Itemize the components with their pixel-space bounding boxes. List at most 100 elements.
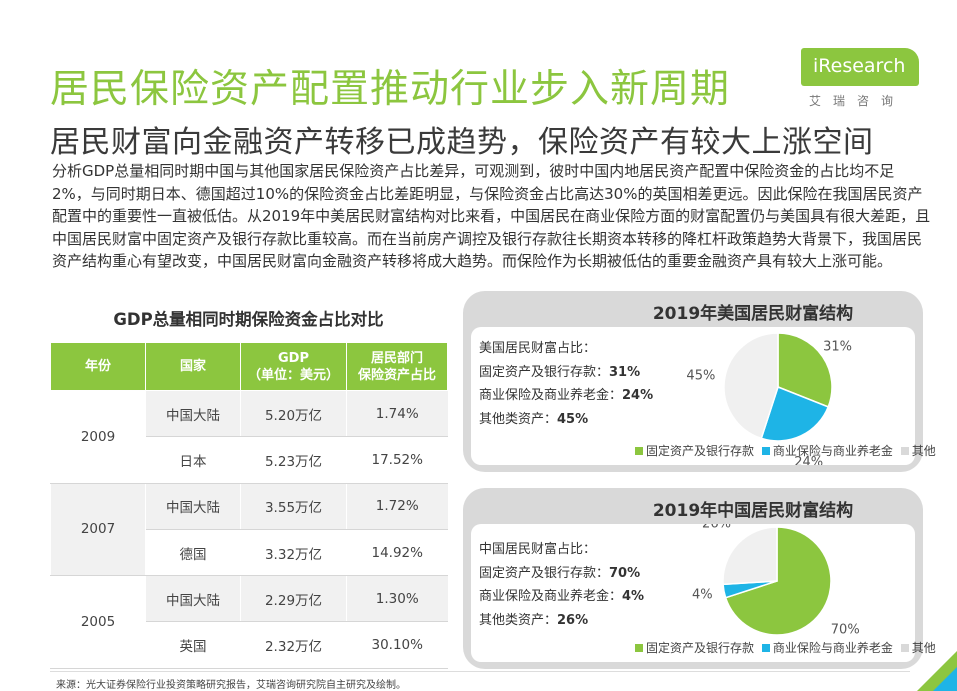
cn-line-value: 26% — [557, 612, 589, 628]
header-country: 国家 — [145, 342, 241, 391]
table-title: GDP总量相同时期保险资金占比对比 — [113, 310, 384, 329]
pie-label: 70% — [831, 622, 860, 637]
legend-swatch — [900, 447, 909, 455]
legend-label: 商业保险与商业养老金 — [772, 641, 893, 655]
us-line-1: 固定资产及银行存款：31% — [479, 361, 653, 385]
us-line-label: 美国居民财富占比： — [479, 341, 597, 356]
cn-line-value: 4% — [622, 589, 645, 604]
header-share-line1: 居民部门 — [370, 350, 423, 366]
table-row: 日本 5.23万亿 17.52% — [51, 436, 448, 484]
table-row: 2007 中国大陆 3.55万亿 1.72% — [50, 483, 448, 577]
us-line-2: 商业保险及商业养老金：24% — [479, 384, 653, 408]
legend-label: 其他 — [911, 641, 936, 655]
share-cell: 1.72% — [346, 483, 448, 530]
cn-line-2: 商业保险及商业养老金：4% — [479, 585, 644, 609]
header-year: 年份 — [50, 342, 146, 391]
us-line-3: 其他类资产：45% — [479, 408, 653, 432]
legend-swatch — [900, 644, 909, 652]
country-cell: 英国 — [145, 621, 241, 669]
cn-line-label: 中国居民财富占比： — [479, 542, 597, 557]
comparison-table: 年份 国家 GDP （单位：美元） 居民部门 保险资产占比 2009 中国大陆 5.… — [50, 342, 448, 669]
pie-slice — [723, 332, 779, 440]
legend-label: 其他 — [911, 444, 936, 458]
cn-line-1: 固定资产及银行存款：70% — [479, 562, 644, 586]
share-cell: 1.30% — [346, 575, 448, 623]
us-legend: 固定资产及银行存款 商业保险与商业养老金 其他 — [631, 442, 936, 459]
header-share-line2: 保险资产占比 — [357, 367, 436, 383]
cn-line-label: 商业保险及商业养老金： — [479, 589, 623, 604]
pie-label: 45% — [686, 369, 715, 384]
year-cell: 2007 — [50, 483, 146, 577]
page-subtitle: 居民财富向金融资产转移已成趋势，保险资产有较大上涨空间 — [50, 125, 874, 160]
gdp-cell: 2.32万亿 — [240, 621, 347, 669]
country-cell: 德国 — [145, 529, 241, 577]
header-gdp-line2: （单位：美元） — [247, 367, 339, 383]
us-line-value: 31% — [609, 364, 641, 380]
country-cell: 中国大陆 — [145, 390, 241, 438]
legend-label: 商业保险与商业养老金 — [772, 444, 893, 458]
pie-label: 26% — [702, 524, 731, 532]
us-pie-chart: 31% 24% 45% — [686, 332, 852, 465]
legend-swatch — [761, 447, 770, 455]
body-paragraph: 分析GDP总量相同时期中国与其他国家居民保险资产占比差异，可观测到，彼时中国内地… — [52, 162, 931, 271]
pie-label: 4% — [692, 587, 713, 602]
pie-slice — [724, 526, 832, 636]
year-cell: 2005 — [50, 575, 146, 669]
table-header-row: 年份 国家 GDP （单位：美元） 居民部门 保险资产占比 — [50, 342, 448, 391]
pie-label: 24% — [794, 455, 823, 465]
cn-wealth-panel: 2019年中国居民财富结构 中国居民财富占比： 固定资产及银行存款：70% 商业… — [463, 488, 936, 669]
us-line-label: 其他类资产： — [479, 411, 558, 427]
country-cell: 中国大陆 — [145, 483, 241, 530]
us-line-value: 45% — [557, 411, 589, 427]
legend-swatch — [635, 644, 643, 652]
cn-legend: 固定资产及银行存款 商业保险与商业养老金 其他 — [631, 639, 936, 656]
table-row: 英国 2.32万亿 30.10% — [51, 621, 448, 669]
gdp-cell: 5.23万亿 — [240, 436, 347, 484]
gdp-cell: 3.32万亿 — [240, 529, 347, 577]
us-line-value: 24% — [622, 388, 654, 403]
divider — [50, 671, 910, 672]
cn-line-3: 其他类资产：26% — [479, 609, 644, 633]
year-cell: 2009 — [50, 390, 146, 484]
logo-brand: iResearch — [813, 55, 906, 77]
logo-badge: iResearch — [801, 48, 919, 86]
logo-cn: 艾瑞咨询 — [809, 94, 906, 108]
source-note: 来源：光大证券保险行业投资策略研究报告，艾瑞咨询研究院自主研究及绘制。 — [56, 680, 406, 691]
cn-line-label: 其他类资产： — [479, 612, 558, 628]
pie-slice — [760, 386, 830, 442]
legend-label: 固定资产及银行存款 — [646, 641, 755, 655]
us-panel-body: 美国居民财富占比： 固定资产及银行存款：31% 商业保险及商业养老金：24% 其… — [471, 327, 936, 465]
country-cell: 中国大陆 — [145, 575, 241, 623]
cn-line-value: 70% — [609, 565, 641, 581]
us-line-label: 商业保险及商业养老金： — [479, 388, 623, 403]
table-row: 2005 中国大陆 2.29万亿 1.30% — [50, 575, 448, 669]
table-row: 2009 中国大陆 5.20万亿 1.74% — [50, 390, 448, 484]
country-cell: 日本 — [145, 436, 241, 484]
pie-slice — [722, 526, 778, 586]
cn-panel-body: 中国居民财富占比： 固定资产及银行存款：70% 商业保险及商业养老金：4% 其他… — [471, 524, 936, 662]
share-cell: 14.92% — [346, 529, 448, 577]
cn-panel-title: 2019年中国居民财富结构 — [652, 501, 854, 521]
us-wealth-panel: 2019年美国居民财富结构 美国居民财富占比： 固定资产及银行存款：31% 商业… — [463, 291, 936, 472]
cn-pie-chart: 70% 4% 26% — [692, 524, 860, 637]
corner-decoration — [917, 651, 957, 691]
us-line-label: 固定资产及银行存款： — [479, 364, 610, 380]
header-gdp-line1: GDP — [278, 350, 309, 366]
cn-line-label: 固定资产及银行存款： — [479, 565, 610, 581]
gdp-cell: 2.29万亿 — [240, 575, 347, 623]
pie-slice — [777, 332, 833, 408]
legend-swatch — [761, 644, 770, 652]
cn-breakdown: 中国居民财富占比： 固定资产及银行存款：70% 商业保险及商业养老金：4% 其他… — [479, 538, 644, 632]
iresearch-logo: iResearch 艾瑞咨询 — [787, 48, 919, 110]
page-title: 居民保险资产配置推动行业步入新周期 — [50, 67, 731, 112]
us-breakdown: 美国居民财富占比： 固定资产及银行存款：31% 商业保险及商业养老金：24% 其… — [479, 337, 653, 431]
pie-label: 31% — [823, 340, 852, 355]
table-row: 德国 3.32万亿 14.92% — [51, 529, 448, 577]
header-share: 居民部门 保险资产占比 — [346, 342, 448, 391]
header-gdp: GDP （单位：美元） — [240, 342, 347, 391]
legend-swatch — [635, 447, 643, 455]
share-cell: 30.10% — [346, 621, 448, 669]
share-cell: 1.74% — [346, 390, 448, 438]
cn-line-0: 中国居民财富占比： — [479, 538, 644, 562]
us-panel-title: 2019年美国居民财富结构 — [652, 304, 854, 324]
